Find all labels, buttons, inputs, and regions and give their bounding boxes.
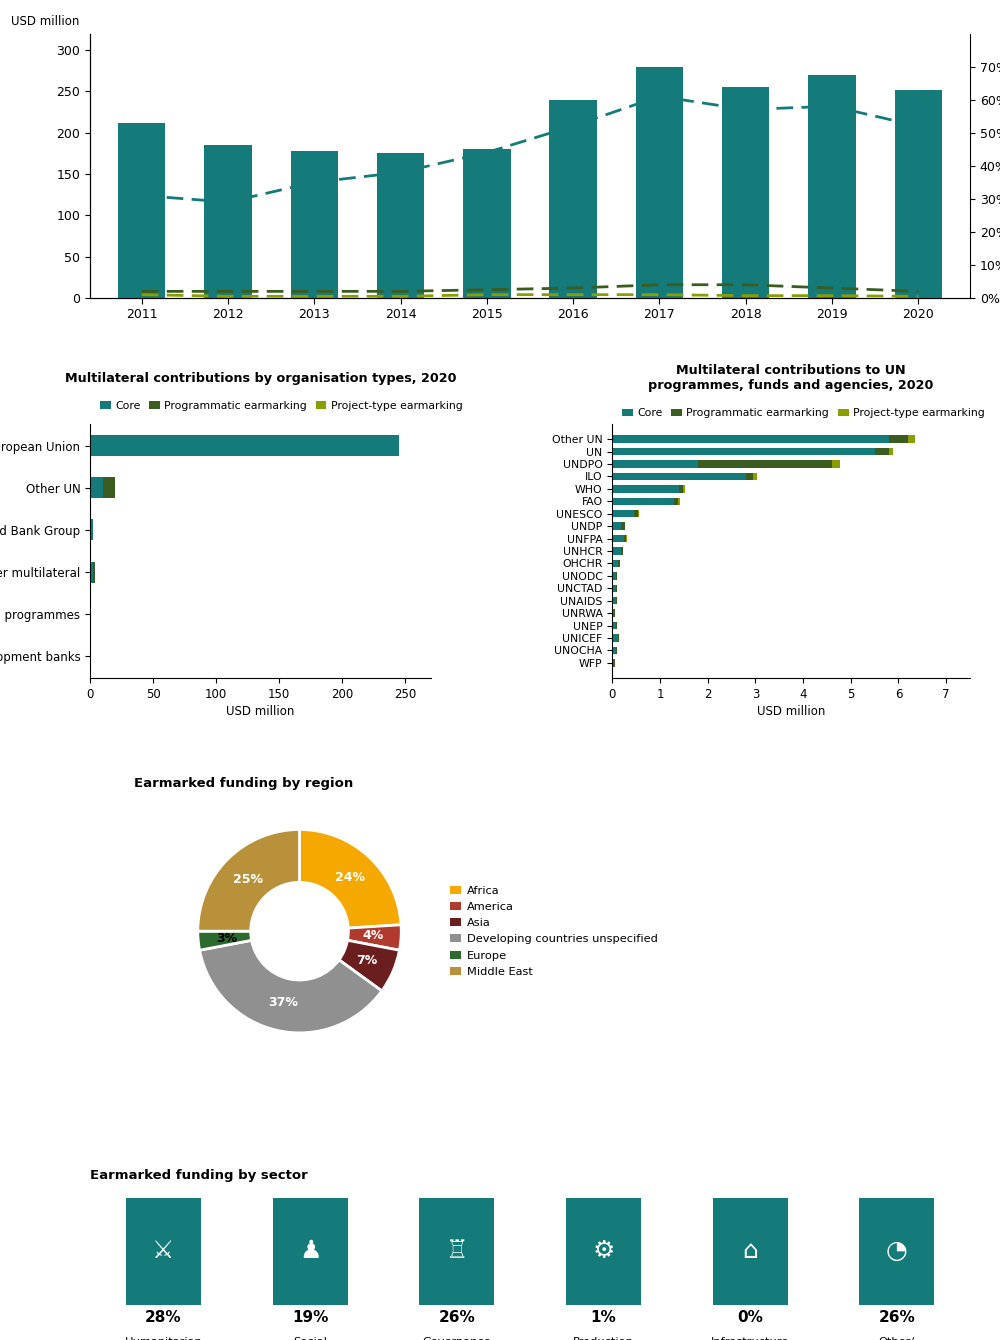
Bar [612,448,875,456]
Bar [621,547,623,555]
Wedge shape [200,941,382,1033]
FancyBboxPatch shape [710,1194,790,1308]
Bar [612,560,618,567]
Wedge shape [339,941,399,992]
Text: ♟: ♟ [299,1240,321,1264]
FancyBboxPatch shape [417,1194,496,1308]
Text: 26%: 26% [438,1311,475,1325]
Text: 28%: 28% [145,1311,182,1325]
Bar [674,497,678,505]
FancyBboxPatch shape [564,1194,643,1308]
Bar [875,448,889,456]
Text: 37%: 37% [269,996,298,1009]
Text: Earmarked funding by sector: Earmarked funding by sector [90,1168,308,1182]
Text: ⚔: ⚔ [152,1240,175,1264]
Bar [612,659,614,666]
Text: Social: Social [293,1337,327,1340]
Bar [618,560,620,567]
FancyBboxPatch shape [857,1194,936,1308]
Text: ◔: ◔ [886,1240,908,1264]
Title: Multilateral contributions by organisation types, 2020: Multilateral contributions by organisati… [65,373,456,385]
Bar [612,497,674,505]
Bar [746,473,753,480]
Title: Multilateral contributions to UN
programmes, funds and agencies, 2020: Multilateral contributions to UN program… [648,364,934,393]
Text: Production: Production [573,1337,634,1340]
Text: ⚙: ⚙ [592,1240,615,1264]
Legend: Africa, America, Asia, Developing countries unspecified, Europe, Middle East: Africa, America, Asia, Developing countr… [445,880,662,981]
Bar [636,67,683,297]
Text: 25%: 25% [233,872,263,886]
Bar [612,485,679,493]
Text: 3%: 3% [216,931,237,945]
Text: 4%: 4% [362,929,383,942]
Bar [638,511,639,517]
Text: Earmarked funding by region: Earmarked funding by region [134,777,353,791]
Text: Humanitarian: Humanitarian [124,1337,202,1340]
Bar [612,622,616,630]
Bar [612,572,616,580]
Bar [621,523,625,529]
Bar [612,523,621,529]
Bar [291,151,338,297]
Bar [612,511,634,517]
Bar [612,460,698,468]
X-axis label: USD million: USD million [757,705,825,718]
Bar [908,436,915,442]
Wedge shape [300,829,401,929]
Bar [103,477,115,498]
Wedge shape [347,925,401,950]
Text: Governance: Governance [422,1337,491,1340]
Bar [889,436,908,442]
Text: 7%: 7% [356,954,377,966]
Bar [90,436,399,457]
Bar [90,520,93,540]
Text: 26%: 26% [878,1311,915,1325]
Text: Other/
Multisector: Other/ Multisector [865,1337,928,1340]
Bar [753,473,757,480]
Bar [895,90,942,297]
Bar [678,497,680,505]
Bar [612,547,621,555]
X-axis label: USD million: USD million [226,705,295,718]
Bar [722,87,769,297]
FancyBboxPatch shape [270,1194,350,1308]
Bar [549,99,597,297]
Bar [808,75,856,297]
Text: Infrastructure: Infrastructure [711,1337,789,1340]
Bar [90,477,103,498]
Bar [204,145,252,297]
Bar [634,511,638,517]
Bar [377,153,424,297]
Bar [118,123,165,297]
Bar [612,598,616,604]
Wedge shape [198,931,252,950]
Legend: Core, Programmatic earmarking, Project-type earmarking: Core, Programmatic earmarking, Project-t… [95,397,467,415]
Text: 19%: 19% [292,1311,328,1325]
Text: USD million: USD million [11,15,79,28]
Bar [612,634,618,642]
Bar [612,535,624,543]
Bar [93,561,95,583]
Bar [832,460,840,468]
Bar [698,460,832,468]
Bar [624,535,626,543]
Bar [90,561,93,583]
Bar [612,473,746,480]
Text: 24%: 24% [335,871,365,884]
Bar [679,485,683,493]
Bar [612,584,616,592]
Legend: Core, Programmatic earmarking, Project-type earmarking: Core, Programmatic earmarking, Project-t… [618,403,989,422]
Text: ⌂: ⌂ [742,1240,758,1264]
Bar [612,610,614,616]
Bar [889,448,893,456]
Bar [612,436,889,442]
FancyBboxPatch shape [124,1194,203,1308]
Wedge shape [198,829,300,931]
Text: ♖: ♖ [445,1240,468,1264]
Bar [463,149,511,297]
Bar [683,485,685,493]
Text: 0%: 0% [737,1311,763,1325]
Text: 1%: 1% [590,1311,616,1325]
Bar [612,647,616,654]
